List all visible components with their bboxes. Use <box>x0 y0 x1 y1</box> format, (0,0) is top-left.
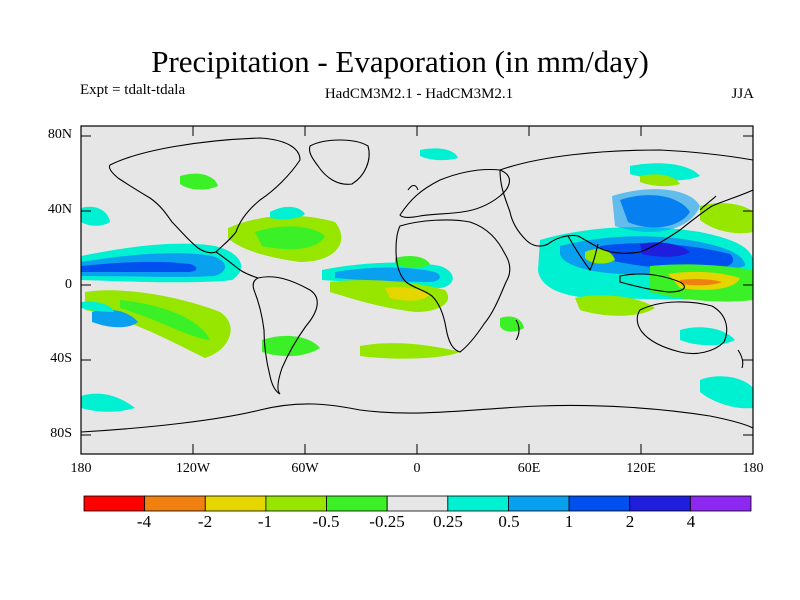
colorbar-swatch <box>689 495 752 512</box>
lon-tick-60e: 60E <box>517 461 541 476</box>
east-asia-wet-2 <box>612 189 700 232</box>
colorbar-label: -4 <box>136 512 152 531</box>
colorbar-swatch <box>326 495 388 512</box>
east-africa-dry <box>500 316 524 332</box>
colorbar-label: 4 <box>686 512 696 531</box>
colorbar-swatch <box>386 495 449 512</box>
coast-uk <box>407 184 419 191</box>
south-atlantic-dry <box>262 335 320 357</box>
colorbar-label: -1 <box>257 512 273 531</box>
experiment-label: Expt = tdalt-tdala <box>80 82 186 98</box>
south-pacific-wet <box>92 309 138 328</box>
colorbar-label: 1 <box>564 512 574 531</box>
indian-ocean-dry <box>575 295 655 316</box>
colorbar-swatch <box>265 495 327 512</box>
coast-greenland <box>308 139 370 185</box>
north-america-dry <box>180 173 218 190</box>
colorbar-label: 0.5 <box>498 512 520 531</box>
anomaly-fields <box>81 148 753 412</box>
colorbar-swatch <box>447 495 509 512</box>
coast-indonesia <box>619 273 685 293</box>
tropical-atlantic-dry-2 <box>385 287 430 301</box>
lat-tick-0: 0 <box>65 277 72 292</box>
sahel-dry <box>395 256 430 268</box>
lon-tick-120e: 120E <box>626 461 656 476</box>
atlantic-itcz-mid <box>335 267 440 282</box>
chart-title: Precipitation - Evaporation (in mm/day) <box>151 44 649 79</box>
colorbar-label: 0.25 <box>433 512 463 531</box>
pacific-itcz-core <box>81 261 197 272</box>
lon-tick-0: 0 <box>413 461 421 476</box>
season-label: JJA <box>731 86 754 102</box>
coast-antarctica <box>81 403 753 433</box>
colorbar-swatch <box>508 495 570 512</box>
colorbar-swatch <box>83 495 146 512</box>
colorbar-swatch <box>568 495 631 512</box>
lat-tick-80s: 80S <box>50 426 72 441</box>
coast-north-america <box>108 137 301 254</box>
south-pacific-wet-2 <box>81 301 114 312</box>
colorbar-swatch <box>204 495 267 512</box>
colorbar-label: 2 <box>625 512 635 531</box>
coast-africa <box>395 219 511 353</box>
lat-tick-80n: 80N <box>47 127 72 142</box>
lon-tick-180e: 180 <box>742 461 764 476</box>
lon-tick-60w: 60W <box>291 461 319 476</box>
coastlines <box>81 137 753 433</box>
siberia-dry <box>640 174 680 187</box>
west-pacific-dry-3 <box>680 278 722 286</box>
coast-new-zealand <box>737 349 744 369</box>
lon-tick-180w: 180 <box>70 461 92 476</box>
south-atlantic-dry-2 <box>360 343 460 359</box>
caribbean-dry-2 <box>255 226 325 250</box>
colorbar-label: -0.25 <box>369 512 405 531</box>
colorbar-label: -0.5 <box>312 512 340 531</box>
coast-central-america <box>215 251 259 279</box>
lat-tick-40n: 40N <box>47 202 72 217</box>
arctic-wet <box>420 148 458 161</box>
lat-tick-40s: 40S <box>50 351 72 366</box>
coast-madagascar <box>515 319 520 341</box>
coast-india <box>567 235 599 272</box>
bay-of-bengal-dry <box>585 249 615 264</box>
axis-ticks <box>81 126 753 454</box>
coast-japan <box>699 195 717 211</box>
north-pacific-wet <box>81 206 110 226</box>
south-pacific-dry-2 <box>120 300 210 340</box>
colorbar-label: -2 <box>197 512 213 531</box>
coast-asia <box>499 149 753 254</box>
southern-ocean-wet <box>81 393 135 412</box>
southern-ocean-wet-2 <box>700 376 753 409</box>
lon-tick-120w: 120W <box>175 461 211 476</box>
north-pacific-dry <box>700 203 753 234</box>
coast-south-america <box>252 276 318 395</box>
model-comparison-label: HadCM3M2.1 - HadCM3M2.1 <box>324 86 514 102</box>
coast-australia <box>636 301 728 355</box>
colorbar <box>83 495 752 512</box>
north-atlantic-wet <box>270 206 305 220</box>
colorbar-swatch <box>629 495 691 512</box>
colorbar-swatch <box>144 495 206 512</box>
south-indian-wet <box>680 327 735 346</box>
coast-europe <box>399 168 510 218</box>
